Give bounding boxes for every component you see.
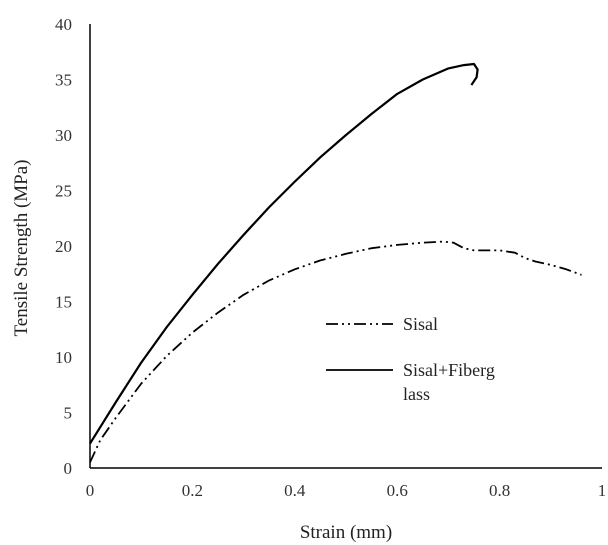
y-tick-label: 25 xyxy=(55,182,72,201)
series-lines xyxy=(89,62,582,463)
y-tick-label: 15 xyxy=(55,293,72,312)
legend: Sisal Sisal+Fiberg lass xyxy=(326,314,499,404)
legend-label-sisal: Sisal xyxy=(403,314,438,334)
y-tick-label: 5 xyxy=(64,404,73,423)
x-tick-label: 0.8 xyxy=(489,481,510,500)
x-tick-label: 0 xyxy=(86,481,95,500)
legend-item-sisal-fiberglass: Sisal+Fiberg lass xyxy=(326,360,499,404)
x-tick-labels: 0 0.2 0.4 0.6 0.8 1 xyxy=(86,481,607,500)
x-tick-label: 0.4 xyxy=(284,481,306,500)
y-tick-label: 35 xyxy=(55,71,72,90)
legend-item-sisal: Sisal xyxy=(326,314,438,334)
x-axis-title: Strain (mm) xyxy=(300,522,392,543)
x-tick-label: 0.2 xyxy=(182,481,203,500)
y-tick-label: 10 xyxy=(55,348,72,367)
legend-label-line-1: Sisal+Fiberg xyxy=(403,360,495,380)
y-axis-title: Tensile Strength (MPa) xyxy=(11,159,32,336)
legend-label-sisal-fiberglass: Sisal+Fiberg lass xyxy=(403,360,499,404)
y-tick-labels: 0 5 10 15 20 25 30 35 40 xyxy=(55,15,72,478)
y-tick-label: 0 xyxy=(64,459,73,478)
y-tick-label: 30 xyxy=(55,126,72,145)
legend-label-line-2: lass xyxy=(403,384,430,404)
axes xyxy=(89,24,602,469)
series-line-sisal xyxy=(89,240,582,463)
x-tick-label: 0.6 xyxy=(387,481,408,500)
x-tick-label: 1 xyxy=(598,481,607,500)
y-tick-label: 40 xyxy=(55,15,72,34)
y-tick-label: 20 xyxy=(55,237,72,256)
series-line-sisal-fiberglass xyxy=(89,62,479,445)
